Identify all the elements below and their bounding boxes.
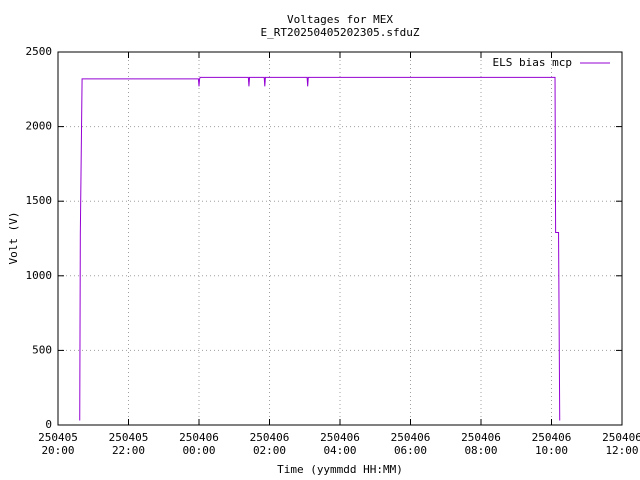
x-tick-label: 250406 06:00	[390, 431, 431, 457]
x-tick-label: 250406 08:00	[461, 431, 501, 457]
y-tick-label: 500	[32, 343, 52, 356]
chart-title: Voltages for MEX	[287, 13, 393, 26]
x-tick-label: 250406 10:00	[531, 431, 572, 457]
x-tick-label: 250405 20:00	[38, 431, 78, 457]
y-tick-label: 2000	[26, 120, 53, 133]
y-tick-label: 1500	[26, 194, 53, 207]
x-axis-label: Time (yymmdd HH:MM)	[277, 463, 403, 476]
data-line	[79, 76, 561, 421]
y-tick-label: 0	[45, 418, 52, 431]
x-tick-label: 250406 12:00	[602, 431, 640, 457]
x-tick-label: 250405 22:00	[108, 431, 149, 457]
y-tick-label: 2500	[26, 45, 53, 58]
x-tick-label: 250406 04:00	[320, 431, 360, 457]
plot-border	[57, 51, 623, 426]
y-axis-label: Volt (V)	[7, 212, 20, 265]
y-tick-label: 1000	[26, 269, 53, 282]
x-tick-label: 250406 02:00	[249, 431, 290, 457]
legend-label: ELS bias mcp	[493, 56, 572, 69]
chart-subtitle: E_RT20250405202305.sfduZ	[261, 26, 420, 39]
x-tick-label: 250406 00:00	[179, 431, 219, 457]
